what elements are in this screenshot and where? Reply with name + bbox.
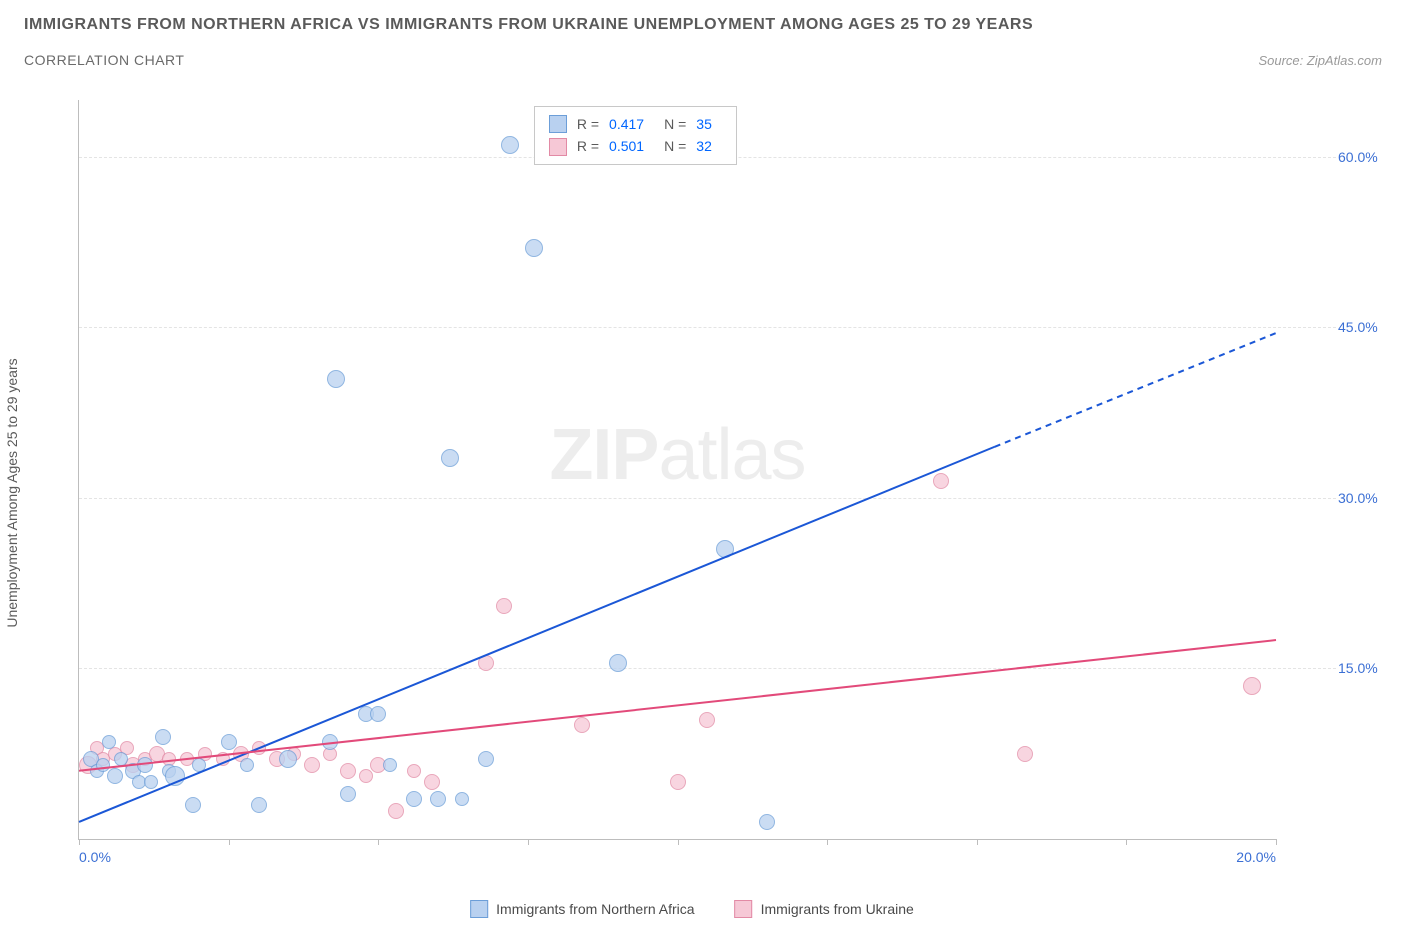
x-tick bbox=[1126, 839, 1127, 845]
source-label: Source: ZipAtlas.com bbox=[1258, 53, 1382, 68]
stats-row-1: R = 0.417 N = 35 bbox=[549, 113, 722, 135]
x-tick bbox=[827, 839, 828, 845]
swatch-series2-icon bbox=[735, 900, 753, 918]
stats-legend: R = 0.417 N = 35 R = 0.501 N = 32 bbox=[534, 106, 737, 165]
trendlines-layer bbox=[79, 100, 1276, 839]
y-tick-label: 15.0% bbox=[1338, 660, 1378, 676]
swatch-series2-icon bbox=[549, 138, 567, 156]
chart-subtitle: CORRELATION CHART bbox=[24, 52, 184, 68]
swatch-series1-icon bbox=[470, 900, 488, 918]
swatch-series1-icon bbox=[549, 115, 567, 133]
legend-label: Immigrants from Ukraine bbox=[761, 901, 914, 917]
legend-label: Immigrants from Northern Africa bbox=[496, 901, 694, 917]
chart-title: IMMIGRANTS FROM NORTHERN AFRICA VS IMMIG… bbox=[24, 16, 1382, 34]
y-tick-label: 60.0% bbox=[1338, 149, 1378, 165]
x-tick bbox=[79, 839, 80, 845]
legend-item-1: Immigrants from Northern Africa bbox=[470, 900, 694, 918]
y-tick-label: 45.0% bbox=[1338, 319, 1378, 335]
x-tick bbox=[378, 839, 379, 845]
x-tick bbox=[528, 839, 529, 845]
series-legend: Immigrants from Northern Africa Immigran… bbox=[470, 900, 914, 918]
x-tick bbox=[977, 839, 978, 845]
x-tick bbox=[678, 839, 679, 845]
chart-area: Unemployment Among Ages 25 to 29 years Z… bbox=[48, 100, 1336, 870]
y-tick-label: 30.0% bbox=[1338, 490, 1378, 506]
x-tick-label: 0.0% bbox=[79, 849, 111, 865]
stats-row-2: R = 0.501 N = 32 bbox=[549, 135, 722, 157]
x-tick-label: 20.0% bbox=[1236, 849, 1276, 865]
plot-region: ZIPatlas R = 0.417 N = 35 R = 0.501 N = … bbox=[78, 100, 1276, 840]
legend-item-2: Immigrants from Ukraine bbox=[735, 900, 914, 918]
chart-header: IMMIGRANTS FROM NORTHERN AFRICA VS IMMIG… bbox=[0, 0, 1406, 76]
x-tick bbox=[229, 839, 230, 845]
y-axis-title: Unemployment Among Ages 25 to 29 years bbox=[4, 358, 20, 627]
x-tick bbox=[1276, 839, 1277, 845]
